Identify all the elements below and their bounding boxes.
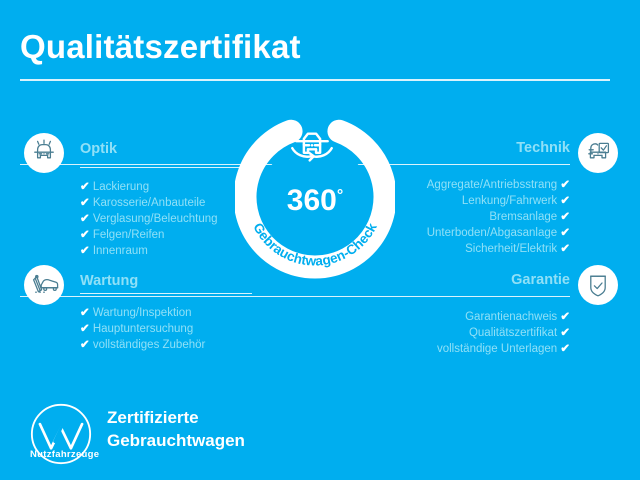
svg-text:360°: 360° [287, 184, 343, 217]
